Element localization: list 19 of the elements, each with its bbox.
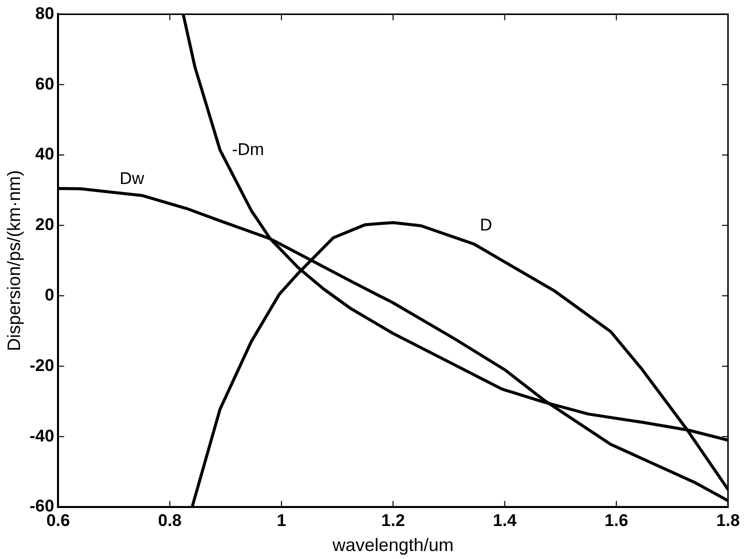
series-label: -Dm [232,140,264,159]
y-tick-label: 60 [35,74,54,94]
x-tick-label: 0.8 [158,510,182,530]
x-axis-title: wavelength/um [332,535,454,556]
series-label: Dw [120,169,145,188]
y-tick-label: 80 [35,4,54,23]
y-axis-title: Dispersion/ps/(km·nm) [4,170,24,352]
y-tick-label: -20 [30,356,54,375]
x-tick-label: 1.2 [381,510,405,530]
series-label: D [480,216,492,235]
x-tick-label: 0.6 [46,510,70,530]
x-tick-label: 1.8 [716,510,740,530]
y-tick-label: 40 [35,144,54,164]
y-tick-label: 20 [35,215,54,234]
x-tick-label: 1 [276,510,286,530]
x-tick-label: 1.4 [492,510,518,530]
x-tick-label: 1.6 [604,510,628,530]
y-tick-label: 0 [44,285,54,304]
y-tick-label: -40 [30,426,54,446]
